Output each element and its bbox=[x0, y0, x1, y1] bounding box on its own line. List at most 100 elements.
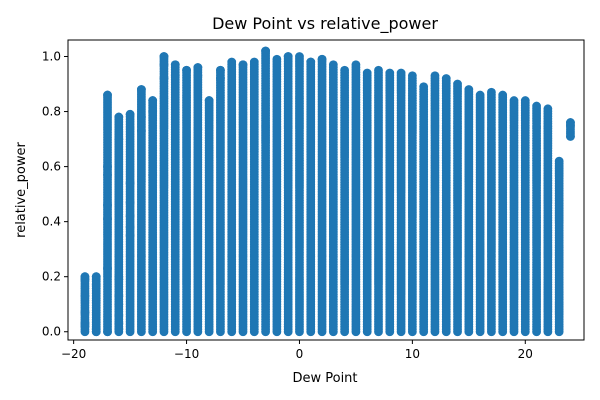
data-column bbox=[407, 71, 417, 337]
y-axis-ticks: 0.0 0.2 0.4 0.6 0.8 1.0 bbox=[42, 50, 68, 339]
data-point bbox=[103, 327, 112, 337]
data-point bbox=[148, 170, 158, 180]
data-point bbox=[114, 291, 124, 301]
data-point bbox=[136, 85, 146, 94]
data-point bbox=[125, 109, 135, 119]
data-column bbox=[283, 52, 293, 337]
data-column bbox=[520, 96, 530, 337]
data-point bbox=[453, 327, 462, 337]
data-point bbox=[407, 327, 417, 337]
data-column bbox=[498, 90, 508, 337]
data-column bbox=[543, 104, 553, 337]
data-column bbox=[385, 68, 395, 337]
data-point bbox=[204, 327, 214, 337]
data-column bbox=[441, 74, 451, 337]
data-point bbox=[148, 96, 158, 105]
data-column bbox=[464, 85, 474, 337]
data-point bbox=[283, 327, 293, 337]
data-point bbox=[328, 327, 338, 337]
data-column bbox=[374, 65, 383, 337]
data-column bbox=[487, 87, 496, 337]
data-point bbox=[103, 162, 112, 172]
data-point bbox=[532, 327, 541, 337]
data-point bbox=[396, 327, 406, 337]
data-column bbox=[227, 57, 237, 337]
data-point bbox=[103, 264, 112, 273]
data-column bbox=[362, 68, 372, 337]
data-point bbox=[227, 327, 237, 337]
data-column bbox=[532, 101, 541, 337]
data-point bbox=[136, 126, 146, 136]
data-point bbox=[249, 327, 259, 337]
data-point bbox=[148, 327, 158, 337]
data-point bbox=[385, 327, 395, 337]
data-point bbox=[475, 327, 485, 337]
data-point bbox=[159, 74, 169, 83]
data-point bbox=[340, 327, 350, 337]
data-point bbox=[509, 327, 519, 337]
data-point bbox=[125, 327, 135, 337]
data-column bbox=[396, 68, 406, 337]
data-point bbox=[261, 327, 270, 337]
data-point bbox=[182, 65, 191, 75]
data-point bbox=[114, 299, 124, 309]
data-point bbox=[170, 327, 180, 337]
data-point bbox=[125, 178, 135, 188]
data-point bbox=[103, 90, 112, 100]
data-point bbox=[125, 231, 135, 240]
data-column bbox=[103, 90, 112, 337]
data-column bbox=[475, 90, 485, 337]
data-point bbox=[159, 52, 169, 61]
data-column bbox=[249, 57, 259, 337]
data-column bbox=[159, 52, 169, 337]
data-point bbox=[543, 327, 553, 337]
data-point bbox=[566, 131, 575, 141]
data-point bbox=[170, 60, 180, 70]
y-tick-label: 0.0 bbox=[42, 325, 61, 339]
data-point bbox=[204, 96, 214, 105]
chart-title: Dew Point vs relative_power bbox=[212, 14, 438, 34]
data-column bbox=[170, 60, 180, 337]
data-point bbox=[362, 327, 372, 337]
data-point bbox=[441, 327, 451, 337]
data-point bbox=[148, 107, 158, 116]
y-tick-label: 1.0 bbox=[42, 50, 61, 64]
data-point bbox=[295, 327, 304, 337]
data-column bbox=[340, 65, 350, 337]
data-point bbox=[498, 327, 508, 337]
data-point bbox=[238, 60, 248, 70]
data-point bbox=[351, 327, 361, 337]
data-column bbox=[328, 60, 338, 337]
data-point bbox=[114, 112, 124, 122]
data-point bbox=[487, 327, 496, 337]
data-column bbox=[351, 60, 361, 337]
plot-points bbox=[80, 46, 575, 337]
data-column bbox=[554, 156, 564, 337]
x-tick-label: 10 bbox=[405, 347, 420, 361]
data-point bbox=[430, 327, 440, 337]
data-point bbox=[216, 65, 225, 75]
data-column bbox=[182, 65, 191, 337]
data-point bbox=[91, 272, 101, 282]
data-point bbox=[80, 321, 90, 331]
data-point bbox=[317, 327, 327, 337]
data-point bbox=[272, 327, 282, 337]
x-tick-label: 20 bbox=[518, 347, 533, 361]
data-point bbox=[554, 327, 564, 337]
data-point bbox=[464, 327, 474, 337]
y-axis-label: relative_power bbox=[14, 141, 29, 237]
data-point bbox=[91, 280, 101, 290]
data-column bbox=[216, 65, 225, 337]
data-column bbox=[272, 54, 282, 337]
data-point bbox=[216, 74, 225, 83]
data-column bbox=[453, 79, 462, 337]
y-tick-label: 0.4 bbox=[42, 215, 61, 229]
data-point bbox=[193, 71, 203, 81]
data-point bbox=[261, 46, 270, 56]
data-point bbox=[114, 134, 124, 144]
data-point bbox=[182, 327, 191, 337]
x-tick-label: −20 bbox=[61, 347, 86, 361]
data-point bbox=[159, 60, 169, 70]
data-point bbox=[80, 291, 90, 301]
